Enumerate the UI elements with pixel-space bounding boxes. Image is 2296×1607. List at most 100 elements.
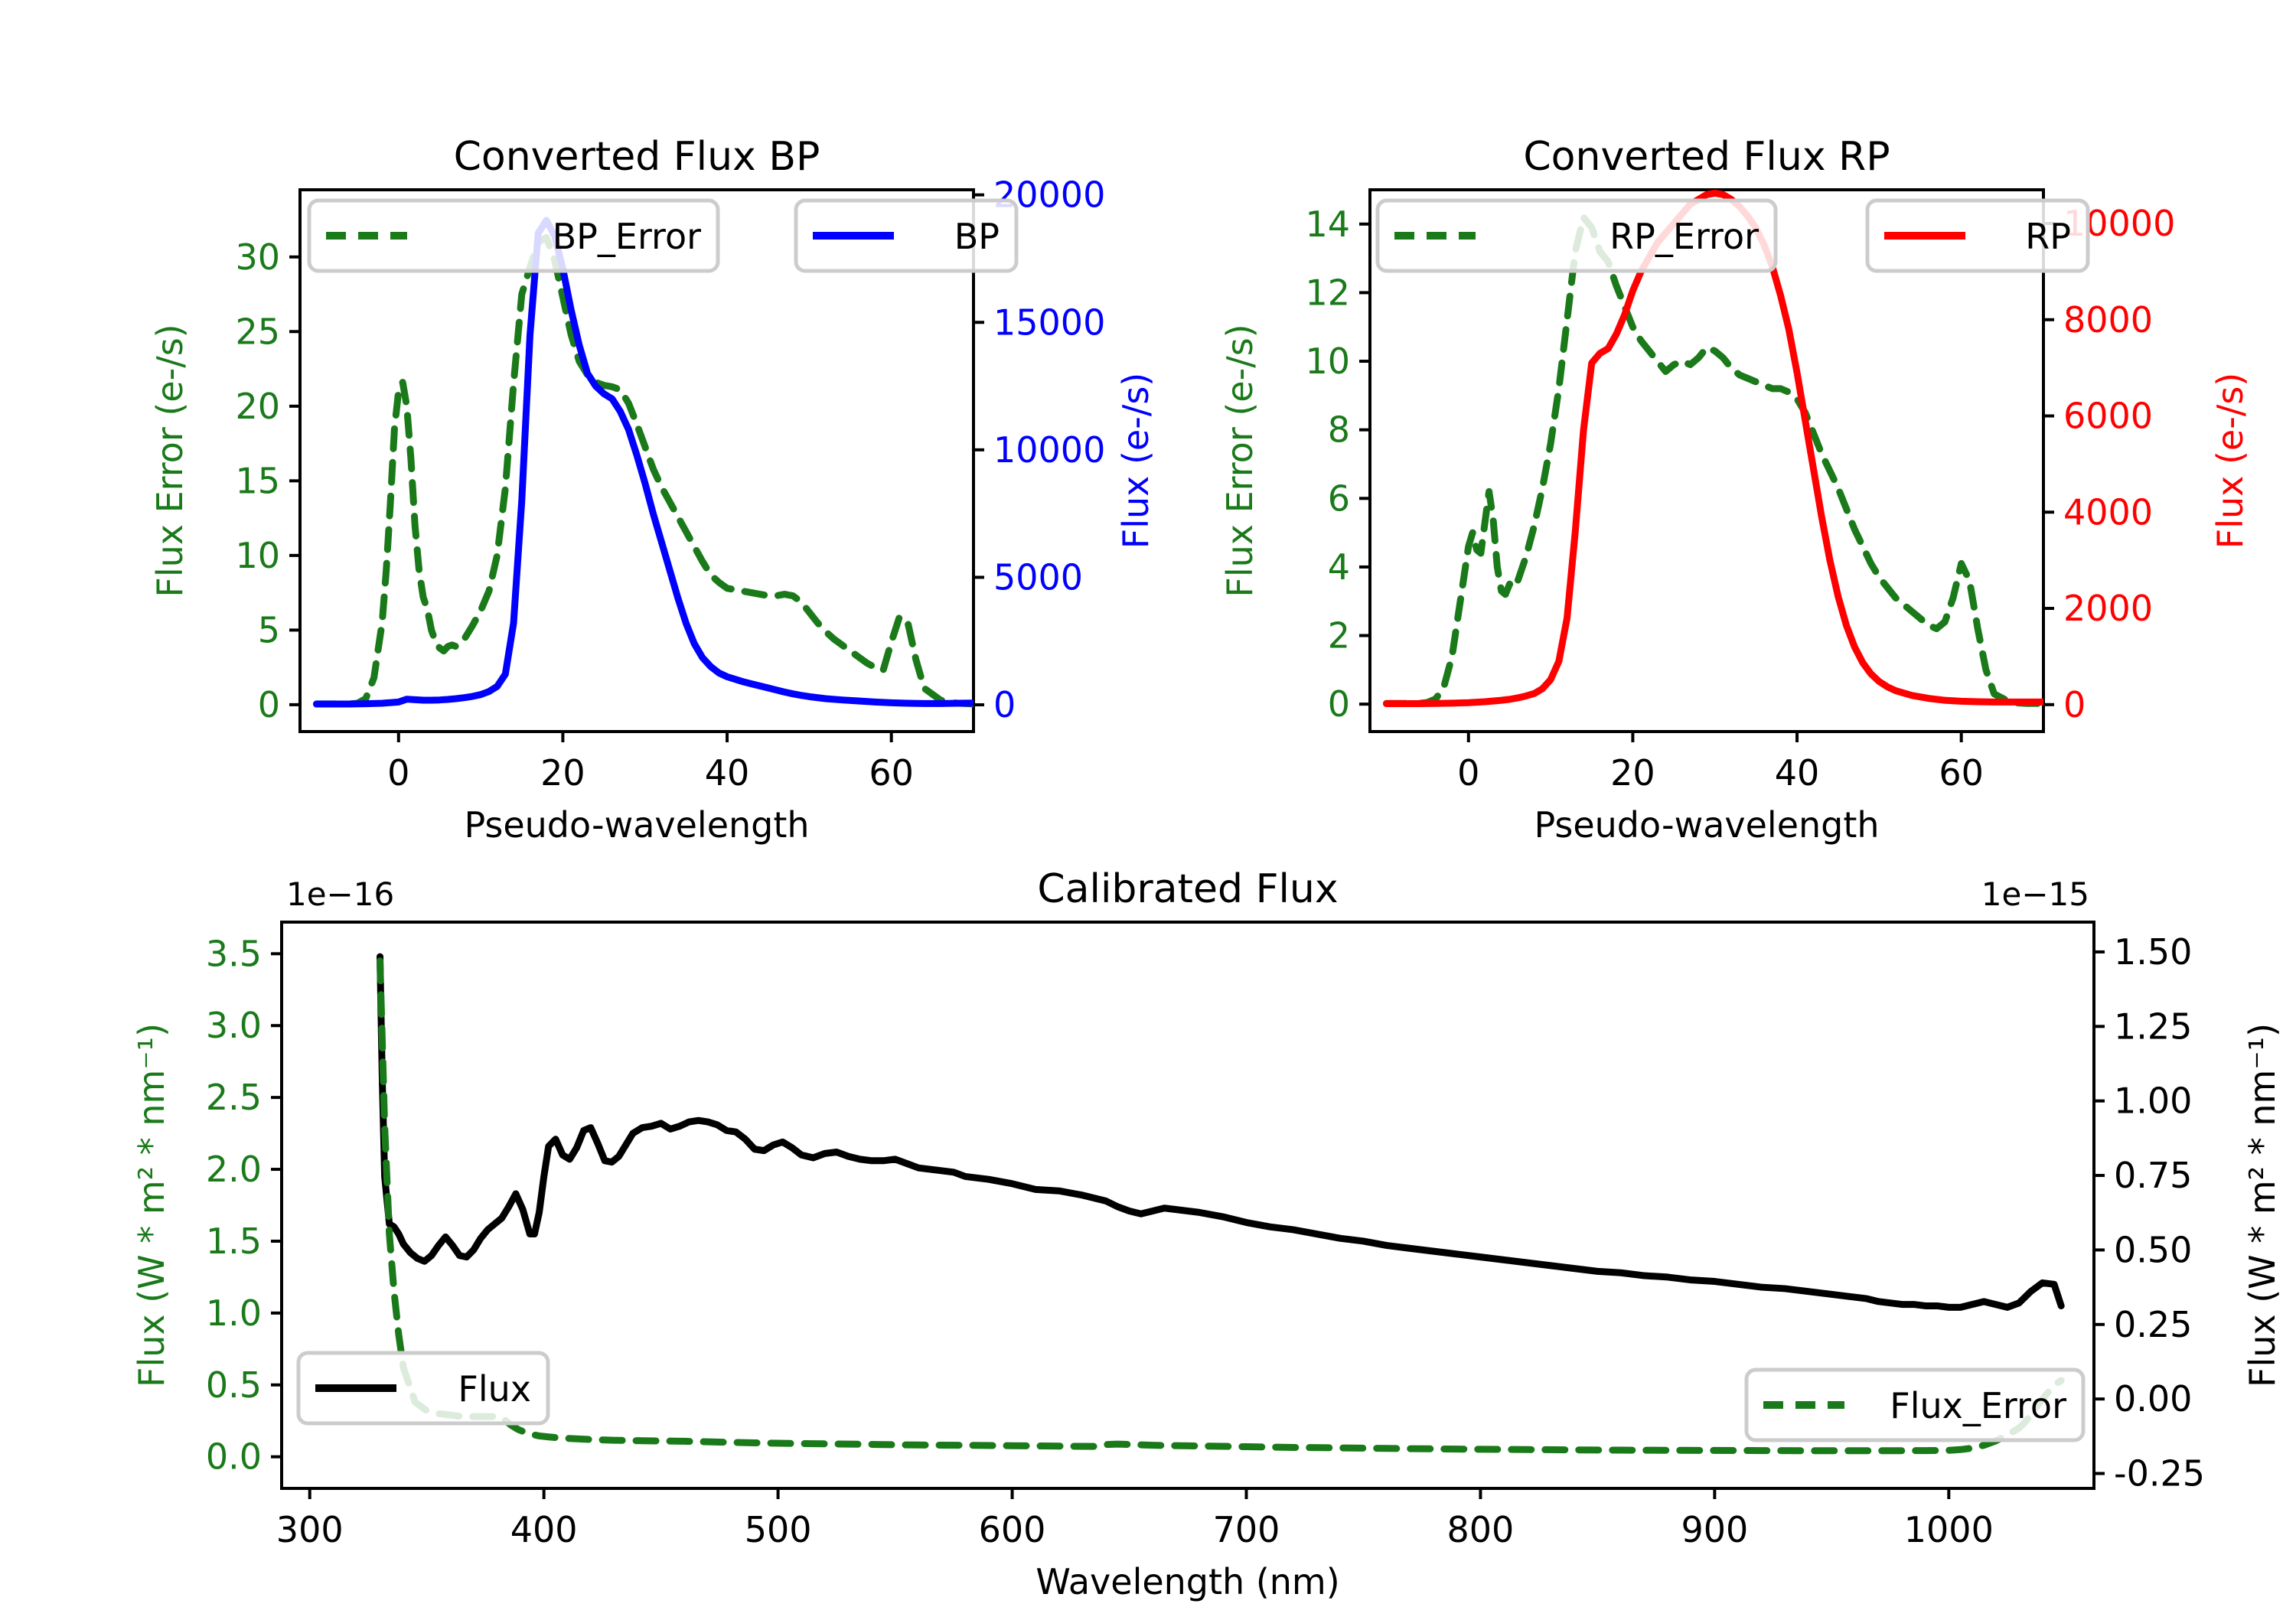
y-tick-label-left: 4 [1328, 546, 1350, 588]
y-tick-label-right: 1.25 [2114, 1006, 2192, 1047]
x-tick-label: 1000 [1904, 1509, 1994, 1550]
panel-calibrated-title: Calibrated Flux [1037, 866, 1338, 912]
legend-rp-box [1865, 198, 2090, 273]
y-tick-label-left: 5 [258, 609, 280, 650]
legend-bp-error-box [307, 198, 720, 273]
x-tick-label: 0 [387, 752, 409, 794]
panel-calibrated-xlabel: Wavelength (nm) [1035, 1561, 1339, 1602]
legend-rp-label: RP [2025, 216, 2071, 257]
y-tick-label-right: 0.00 [2114, 1378, 2192, 1420]
y-tick-label-right: 0 [993, 684, 1016, 725]
x-tick-label: 900 [1681, 1509, 1748, 1550]
y-tick-label-right: 1.00 [2114, 1081, 2192, 1122]
y-tick-label-left: 15 [235, 460, 280, 501]
panel-bp-ylabel-right: Flux (e-/s) [1115, 373, 1156, 549]
y-tick-label-left: 3.5 [206, 933, 262, 974]
panel-calibrated-ylabel-left: Flux (W * m² * nm⁻¹) [131, 1023, 172, 1387]
x-tick-label: 400 [510, 1509, 578, 1550]
y-tick-label-left: 30 [235, 236, 280, 278]
x-tick-label: 800 [1447, 1509, 1515, 1550]
panel-bp-left-y-axis: 0 5 10 15 20 25 30 Flux Error (e-/s) [149, 236, 300, 725]
panel-rp-title: Converted Flux RP [1523, 134, 1890, 180]
legend-flux-error-box [1744, 1367, 2086, 1442]
panel-calibrated-x-axis: 300 400 500 600 700 800 900 1000 Wavelength (nm) [276, 1488, 1994, 1602]
y-tick-label-right: 10000 [993, 429, 1105, 471]
y-tick-label-right: 4000 [2063, 491, 2153, 533]
panel-calibrated: Calibrated Flux 1e−16 1e−15 300 400 500 600 700… [131, 866, 2283, 1602]
x-tick-label: 0 [1457, 752, 1479, 794]
panel-bp-x-axis: 0 20 40 60 Pseudo-wavelength [387, 732, 914, 846]
series-rp_error [1382, 214, 2043, 707]
series-rp [1382, 190, 2043, 708]
y-tick-label-right: 2000 [2063, 588, 2153, 629]
y-tick-label-left: 12 [1305, 272, 1350, 313]
legend-rp-error-label: RP_Error [1609, 216, 1759, 257]
legend-bp[interactable]: BP [794, 198, 1019, 273]
y-tick-label-left: 0 [1328, 683, 1350, 725]
x-tick-label: 20 [540, 752, 585, 794]
panel-rp-data-area [1382, 190, 2043, 708]
panel-bp: Converted Flux BP 0 20 40 60 Pseudo-wavelengt… [149, 134, 1156, 846]
legend-flux-error-label: Flux_Error [1890, 1385, 2066, 1426]
panel-rp-plot-frame [1368, 188, 2045, 733]
panel-calibrated-ylabel-right: Flux (W * m² * nm⁻¹) [2242, 1023, 2283, 1387]
panel-bp-ylabel-left: Flux Error (e-/s) [149, 324, 191, 597]
x-tick-label: 20 [1610, 752, 1655, 794]
x-tick-label: 60 [1939, 752, 1984, 794]
panel-bp-title: Converted Flux BP [454, 134, 820, 180]
panel-calibrated-right-y-axis: -0.25 0.00 0.25 0.50 0.75 1.00 1.25 1.50 Flux (W… [2094, 931, 2283, 1495]
x-tick-label: 40 [705, 752, 750, 794]
y-tick-label-right: 6000 [2063, 396, 2153, 437]
legend-flux-box [296, 1351, 550, 1426]
legend-bp-label: BP [954, 216, 1000, 257]
panel-rp-ylabel-right: Flux (e-/s) [2210, 373, 2251, 549]
series-bp_error [312, 233, 974, 708]
y-tick-label-right: 0.50 [2114, 1229, 2192, 1270]
legend-flux[interactable]: Flux [296, 1351, 550, 1426]
y-tick-label-right: 0.75 [2114, 1155, 2192, 1196]
x-tick-label: 700 [1213, 1509, 1280, 1550]
y-tick-label-left: 0 [258, 684, 280, 725]
x-tick-label: 500 [745, 1509, 812, 1550]
legend-rp[interactable]: RP [1865, 198, 2090, 273]
series-bp [312, 217, 974, 708]
y-tick-label-left: 10 [235, 535, 280, 576]
legend-bp-error[interactable]: BP_Error [307, 198, 720, 273]
y-tick-label-left: 1.0 [206, 1292, 262, 1334]
y-tick-label-left: 2.5 [206, 1077, 262, 1118]
y-tick-label-right: 15000 [993, 302, 1105, 343]
panel-rp-xlabel: Pseudo-wavelength [1534, 804, 1879, 846]
legend-flux-error[interactable]: Flux_Error [1744, 1367, 2086, 1442]
y-tick-label-left: 3.0 [206, 1005, 262, 1046]
legend-bp-box [794, 198, 1019, 273]
panel-bp-xlabel: Pseudo-wavelength [464, 804, 809, 846]
y-tick-label-left: 0.0 [206, 1436, 262, 1478]
panel-rp-x-axis: 0 20 40 60 Pseudo-wavelength [1457, 732, 1984, 846]
y-tick-label-right: 1.50 [2114, 931, 2192, 973]
legend-flux-label: Flux [458, 1368, 531, 1410]
y-tick-label-left: 14 [1305, 204, 1350, 245]
y-tick-label-left: 8 [1328, 409, 1350, 451]
y-tick-label-left: 10 [1305, 341, 1350, 382]
y-tick-label-left: 1.5 [206, 1221, 262, 1262]
series-flux [377, 953, 2065, 1311]
y-tick-label-right: -0.25 [2114, 1453, 2205, 1495]
x-tick-label: 60 [869, 752, 914, 794]
panel-bp-data-area [312, 217, 974, 708]
y-tick-label-left: 20 [235, 386, 280, 427]
y-tick-label-right: 0 [2063, 684, 2086, 725]
y-tick-label-left: 25 [235, 311, 280, 352]
panel-bp-plot-frame [298, 188, 975, 733]
panel-calibrated-right-offset-label: 1e−15 [1981, 875, 2089, 913]
panel-rp-left-y-axis: 0 2 4 6 8 10 12 14 Flux Error (e-/s) [1219, 204, 1370, 725]
panel-calibrated-plot-frame [280, 921, 2095, 1490]
x-tick-label: 600 [979, 1509, 1046, 1550]
y-tick-label-right: 0.25 [2114, 1304, 2192, 1345]
legend-rp-error[interactable]: RP_Error [1375, 198, 1778, 273]
panel-rp-ylabel-left: Flux Error (e-/s) [1219, 324, 1261, 597]
panel-calibrated-left-y-axis: 0.0 0.5 1.0 1.5 2.0 2.5 3.0 3.5 Flux (W * m² * n… [131, 933, 282, 1478]
panel-calibrated-left-offset-label: 1e−16 [286, 875, 394, 913]
